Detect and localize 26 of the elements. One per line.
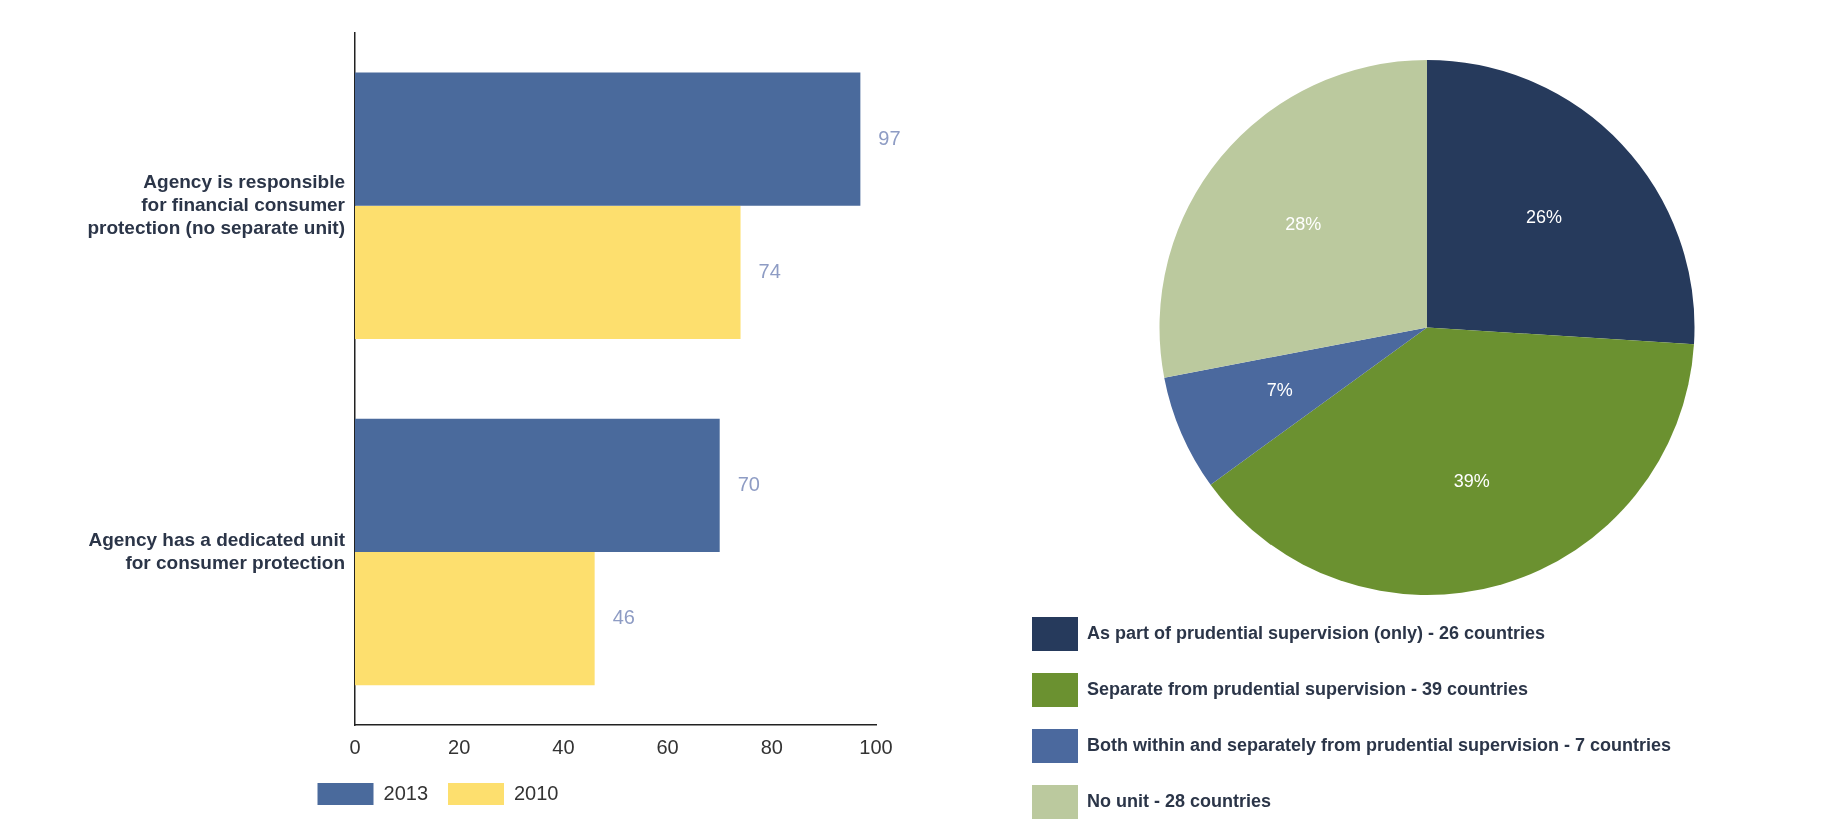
y-tick-label: Agency has a dedicated unit for consumer protection <box>88 528 346 573</box>
x-tick-label: 20 <box>448 735 471 758</box>
data-label: 74 <box>758 259 781 282</box>
bar <box>355 205 741 340</box>
bar <box>355 551 595 686</box>
legend-label: As part of prudential supervision (only) - 26 countries <box>1087 622 1546 643</box>
data-label: 46 <box>612 606 635 629</box>
x-tick-label: 60 <box>656 735 679 758</box>
legend-label: 2013 <box>383 781 429 804</box>
legend-label: Both within and separately from prudential supervision - 7 countries <box>1087 734 1672 755</box>
data-label: 26% <box>1525 206 1563 227</box>
data-label: 7% <box>1266 380 1293 401</box>
data-label: 28% <box>1285 214 1322 235</box>
legend-label: No unit - 28 countries <box>1087 790 1272 811</box>
x-tick-label: 80 <box>760 735 783 758</box>
x-tick-label: 100 <box>859 735 893 758</box>
data-label: 70 <box>737 472 760 495</box>
x-tick-label: 0 <box>349 735 361 758</box>
bar <box>355 418 720 552</box>
legend-label: 2010 <box>514 781 559 804</box>
x-tick-label: 40 <box>552 735 575 758</box>
y-tick-label: Agency is responsible for financial consumer protection (no separate unit) <box>87 171 346 238</box>
data-label: 97 <box>878 126 901 149</box>
legend-label: Separate from prudential supervision - 39 countries <box>1087 678 1529 699</box>
bar <box>355 72 861 206</box>
data-label: 39% <box>1453 470 1490 491</box>
